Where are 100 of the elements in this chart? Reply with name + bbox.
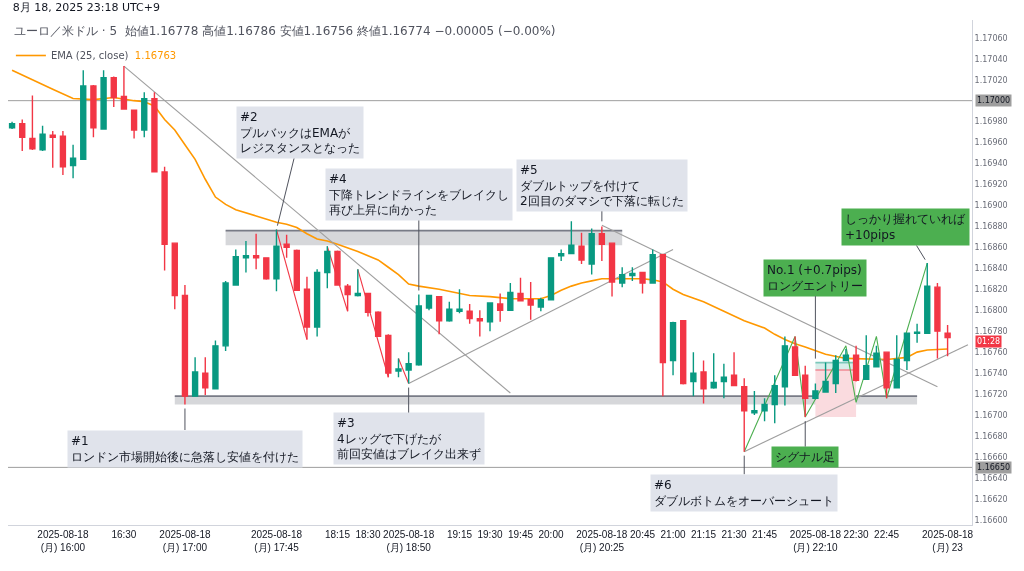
x-tick-label: 19:15 xyxy=(446,529,473,540)
y-tick-label: 1.16680 xyxy=(974,431,1008,441)
candlestick xyxy=(222,280,229,352)
x-tick-label: 2025-08-18 (月) 22:10 xyxy=(789,529,842,553)
candlestick xyxy=(161,165,168,272)
candlestick xyxy=(781,335,789,407)
candlestick xyxy=(313,268,321,338)
x-tick-label: 21:45 xyxy=(752,529,778,540)
candlestick xyxy=(700,359,707,405)
annotation: #2 プルバックはEMAがレジスタンスとなった xyxy=(240,110,360,156)
candlestick xyxy=(252,233,260,271)
y-tick-label: 1.16900 xyxy=(974,201,1008,211)
candlestick xyxy=(842,348,850,362)
candlestick xyxy=(832,354,839,394)
candlestick xyxy=(425,294,433,311)
candlestick xyxy=(69,143,77,179)
candlestick xyxy=(608,242,616,298)
candlestick xyxy=(578,231,585,265)
candlestick xyxy=(507,282,514,311)
y-tick-label: 1.17040 xyxy=(974,54,1008,64)
candlestick xyxy=(395,357,402,378)
chart-subtitle: ユーロ／米ドル · 5 始値1.16778 高値1.16786 安値1.16756 終値1.16774 −0.00005 (−0.00%) xyxy=(14,24,556,38)
annotation: #3 4レッグで下げたが前回安値はブレイク出来ず xyxy=(337,416,481,462)
candlestick xyxy=(822,361,829,393)
candlestick xyxy=(283,234,290,259)
candlestick xyxy=(913,323,921,344)
x-tick-label: 19:45 xyxy=(507,529,534,540)
x-tick-label: 2025-08-18 (月) 17:45 xyxy=(250,529,303,553)
x-tick-label: 22:45 xyxy=(874,529,900,540)
ref-line-label: 1.17000 xyxy=(977,96,1011,105)
candlestick xyxy=(517,277,524,302)
y-tick-label: 1.16700 xyxy=(974,410,1008,420)
candlestick xyxy=(293,248,300,292)
x-tick-label: 2025-08-18 (月) 23 xyxy=(922,529,974,553)
candlestick xyxy=(649,248,656,284)
candlestick xyxy=(446,301,453,323)
candlestick xyxy=(324,245,331,289)
x-tick-label: 21:00 xyxy=(660,529,686,540)
candlestick xyxy=(212,339,219,390)
candlestick xyxy=(669,321,677,376)
y-tick-label: 1.16880 xyxy=(974,222,1008,232)
annotation: #1 ロンドン市場開始後に急落し安値を付けた xyxy=(71,434,299,464)
candlestick xyxy=(374,310,382,338)
x-tick-label: 20:45 xyxy=(630,529,656,540)
candlestick xyxy=(151,91,158,173)
x-tick-label: 18:30 xyxy=(355,529,381,540)
candlestick xyxy=(944,324,951,358)
candlestick xyxy=(873,345,880,368)
candlestick xyxy=(629,266,636,282)
candlestick xyxy=(263,257,270,281)
candlestick xyxy=(8,120,16,130)
chart-title: 8月 18, 2025 23:18 UTC+9 xyxy=(12,0,161,14)
x-tick-label: 2025-08-18 (月) 16:00 xyxy=(37,529,89,553)
x-tick-label: 2025-08-18 (月) 17:00 xyxy=(159,529,211,553)
candlestick xyxy=(242,240,250,274)
candlestick xyxy=(202,356,209,396)
candlestick xyxy=(639,271,646,295)
candlestick xyxy=(619,266,626,288)
y-tick-label: 1.16960 xyxy=(974,138,1008,148)
candlestick xyxy=(354,268,361,297)
candlestick xyxy=(710,352,717,390)
y-tick-label: 1.16800 xyxy=(974,306,1008,316)
candlestick xyxy=(19,118,26,152)
candlestick xyxy=(90,84,97,139)
candlestick xyxy=(141,91,148,139)
annotation: しっかり握れていれば +10pips xyxy=(845,212,966,242)
x-tick-label: 19:30 xyxy=(477,529,503,540)
x-tick-label: 2025-08-18 (月) 20:25 xyxy=(576,529,628,553)
candlestick xyxy=(761,397,768,422)
candlestick xyxy=(80,69,87,161)
candlestick xyxy=(120,65,128,110)
x-tick-label: 2025-08-18 (月) 18:50 xyxy=(383,529,435,553)
x-tick-label: 21:30 xyxy=(721,529,747,540)
y-tick-label: 1.17060 xyxy=(974,33,1008,43)
candlestick xyxy=(812,382,819,400)
candlestick xyxy=(771,374,778,425)
annotation: #5 ダブルトップを付けて2回目のダマシで下落に転じた xyxy=(520,163,684,209)
annotation: #4 下降トレンドラインをブレイクし再び上昇に向かった xyxy=(329,172,509,218)
candlestick xyxy=(751,390,758,416)
candlestick xyxy=(924,262,931,334)
candlestick xyxy=(659,252,667,397)
candlestick xyxy=(934,282,941,360)
candlestick xyxy=(527,281,534,321)
annotation: 1.16763 xyxy=(134,50,177,62)
candlestick xyxy=(100,69,107,130)
y-tick-label: 1.16660 xyxy=(974,452,1008,462)
candlestick xyxy=(730,351,738,387)
y-tick-label: 1.16780 xyxy=(974,326,1008,336)
candlestick xyxy=(364,292,372,318)
x-tick-label: 16:30 xyxy=(111,529,137,540)
candlestick xyxy=(39,125,46,152)
candlestick xyxy=(49,130,56,169)
candlestick xyxy=(791,335,799,376)
candlestick xyxy=(863,334,870,381)
annotation: No.1 (+0.7pips) ロングエントリー xyxy=(767,263,863,293)
candlestick xyxy=(59,130,67,176)
candlestick xyxy=(893,334,900,389)
line-series xyxy=(743,262,928,453)
candlestick xyxy=(486,302,494,332)
candlestick xyxy=(680,320,687,386)
